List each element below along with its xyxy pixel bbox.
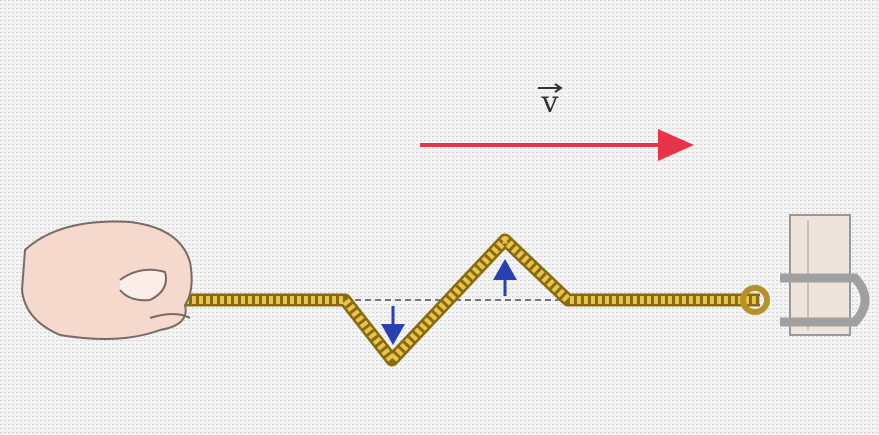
background xyxy=(0,0,879,435)
page: v (() => { const data = JSON.parse(docum… xyxy=(0,0,879,435)
diagram: v xyxy=(0,0,879,435)
